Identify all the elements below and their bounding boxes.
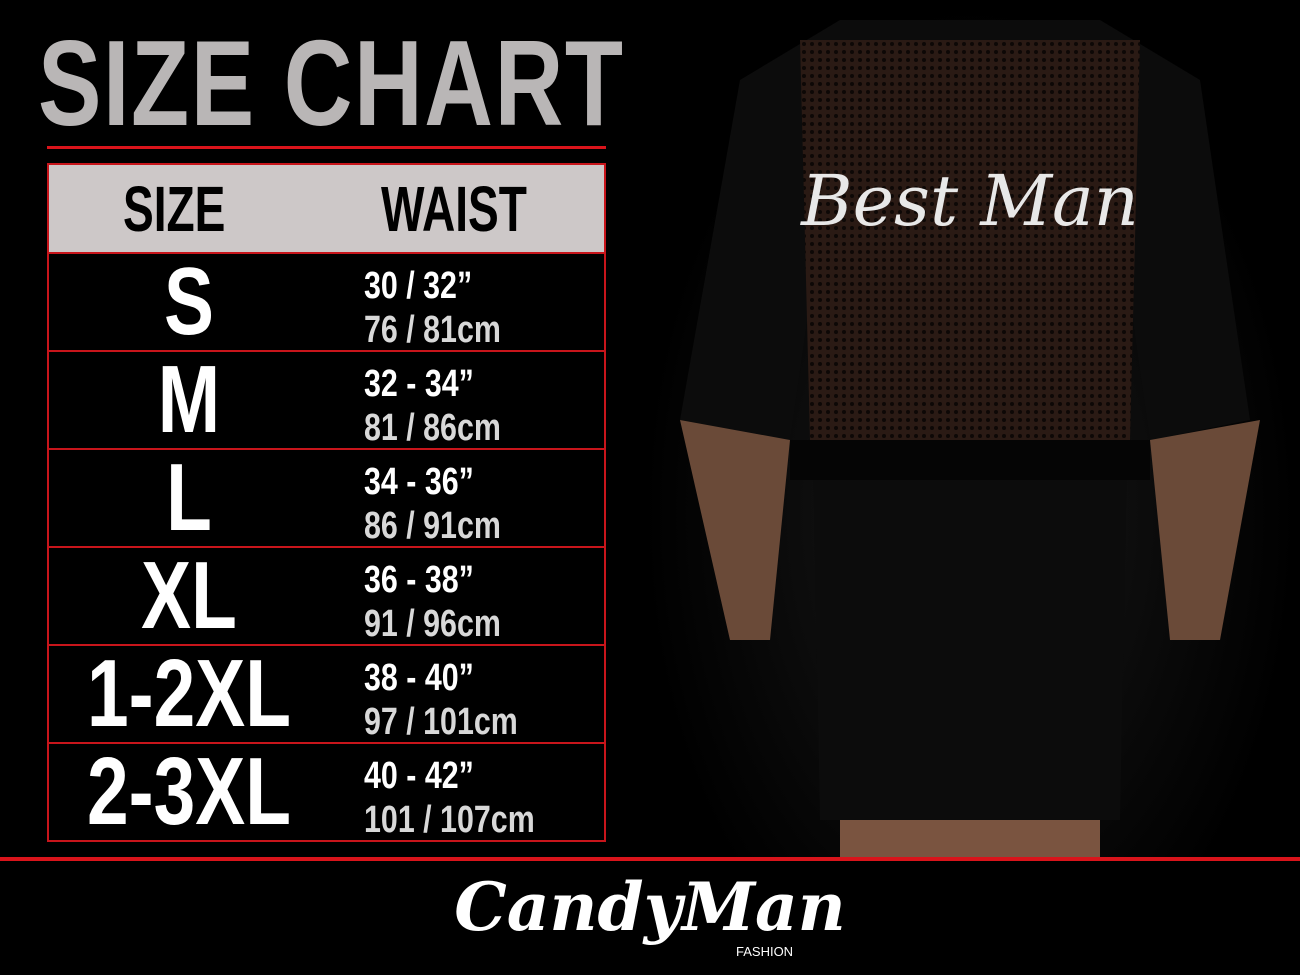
size-label: 1-2XL bbox=[87, 640, 291, 747]
brand-logo-sub: FASHION bbox=[736, 944, 794, 959]
print-text: Best Man bbox=[799, 160, 1139, 242]
page-title: SIZE CHART bbox=[38, 15, 625, 151]
size-label: XL bbox=[141, 542, 237, 649]
waist-values: 32 - 34” 81 / 86cm bbox=[364, 362, 501, 450]
waist-cm: 101 / 107cm bbox=[364, 799, 535, 841]
waist-inches: 32 - 34” bbox=[364, 363, 474, 405]
waist-values: 30 / 32” 76 / 81cm bbox=[364, 264, 501, 352]
table-row: XL 36 - 38” 91 / 96cm bbox=[49, 542, 604, 649]
table-header: SIZE WAIST bbox=[49, 165, 604, 254]
robe-illustration: Best Man bbox=[680, 20, 1260, 858]
waist-cm: 97 / 101cm bbox=[364, 701, 518, 743]
waist-cm: 81 / 86cm bbox=[364, 407, 501, 449]
waist-cm: 76 / 81cm bbox=[364, 309, 501, 351]
table-row: L 34 - 36” 86 / 91cm bbox=[49, 444, 604, 551]
waist-cm: 91 / 96cm bbox=[364, 603, 501, 645]
waist-inches: 30 / 32” bbox=[364, 265, 473, 307]
table-row: S 30 / 32” 76 / 81cm bbox=[49, 248, 604, 355]
footer-divider bbox=[0, 857, 1300, 861]
size-label: L bbox=[166, 444, 212, 551]
waist-cm: 86 / 91cm bbox=[364, 505, 501, 547]
waist-inches: 40 - 42” bbox=[364, 755, 474, 797]
table-row: M 32 - 34” 81 / 86cm bbox=[49, 346, 604, 453]
brand-logo: CandyMan bbox=[454, 868, 846, 946]
size-label: M bbox=[157, 346, 221, 453]
waist-values: 36 - 38” 91 / 96cm bbox=[364, 558, 501, 646]
table-row: 2-3XL 40 - 42” 101 / 107cm bbox=[49, 738, 604, 845]
header-size: SIZE bbox=[123, 172, 226, 245]
product-photo: Best Man bbox=[640, 0, 1300, 858]
title-divider bbox=[47, 146, 606, 149]
waist-values: 40 - 42” 101 / 107cm bbox=[364, 754, 535, 842]
waist-inches: 38 - 40” bbox=[364, 657, 474, 699]
table-row: 1-2XL 38 - 40” 97 / 101cm bbox=[49, 640, 604, 747]
size-table: SIZE WAIST S 30 / 32” 76 / 81cm M 32 - 34”… bbox=[47, 163, 606, 845]
size-label: 2-3XL bbox=[87, 738, 291, 845]
waist-inches: 34 - 36” bbox=[364, 461, 474, 503]
waist-values: 38 - 40” 97 / 101cm bbox=[364, 656, 518, 744]
waist-values: 34 - 36” 86 / 91cm bbox=[364, 460, 501, 548]
header-waist: WAIST bbox=[381, 172, 527, 245]
size-label: S bbox=[164, 248, 214, 355]
waist-inches: 36 - 38” bbox=[364, 559, 474, 601]
